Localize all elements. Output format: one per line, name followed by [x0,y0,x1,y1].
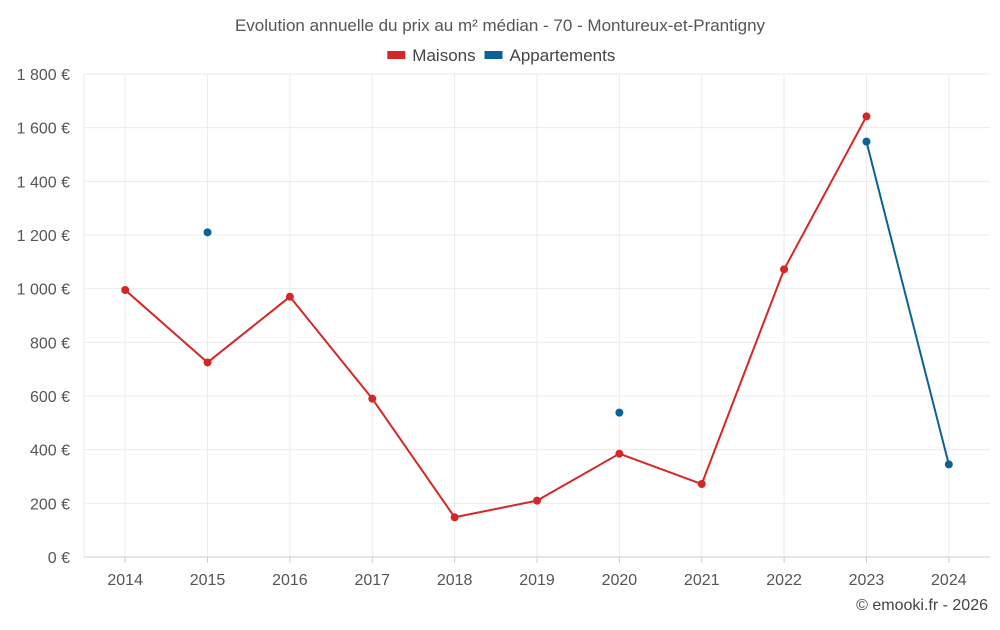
y-tick-label: 1 800 € [17,67,70,84]
y-tick-label: 400 € [30,443,70,460]
y-tick-label: 800 € [30,335,70,352]
legend: Maisons Appartements [387,46,615,65]
legend-item-maisons[interactable]: Maisons [387,46,476,65]
legend-label: Maisons [412,46,475,65]
credit-text: © emooki.fr - 2026 [856,597,988,614]
data-point-maisons [862,112,871,121]
y-tick-label: 0 € [48,550,70,567]
data-point-maisons [615,449,624,458]
y-tick-label: 1 600 € [17,121,70,138]
data-point-maisons [368,394,377,403]
data-point-appartements [862,137,871,146]
series-line-maisons [536,452,620,502]
series-layer [121,112,953,522]
data-point-maisons [285,292,294,301]
x-tick-label: 2023 [849,572,885,589]
y-tick-label: 1 000 € [17,282,70,299]
x-tick-label: 2020 [602,572,638,589]
x-tick-label: 2018 [437,572,473,589]
series-line-maisons [124,289,209,364]
data-point-maisons [121,286,130,295]
x-axis: 2014 2015 2016 2017 2018 2019 2020 2021 2022 2023… [107,557,967,589]
data-point-maisons [203,358,212,367]
series-line-maisons [371,398,456,518]
series-appartements [203,137,953,469]
data-point-maisons [780,265,789,274]
legend-swatch [387,51,406,59]
y-tick-label: 200 € [30,496,70,513]
legend-swatch [484,51,503,59]
y-tick-label: 1 200 € [17,228,70,245]
y-axis: 0 € 200 € 400 € 600 € 800 € 1 000 € 1 200 € 1 4… [17,67,70,567]
data-point-appartements [203,228,212,237]
x-tick-label: 2022 [766,572,802,589]
data-point-maisons [450,513,459,522]
series-line-maisons [454,499,538,519]
data-point-appartements [615,408,624,417]
data-point-appartements [944,460,953,469]
data-point-maisons [697,480,706,489]
series-line-maisons [289,296,374,400]
series-line-appartements [865,141,950,465]
legend-item-appartements[interactable]: Appartements [484,46,616,65]
grid [83,73,990,558]
series-maisons [121,112,871,522]
data-point-maisons [533,496,541,505]
series-line-maisons [783,115,868,270]
x-tick-label: 2015 [190,572,226,589]
series-line-maisons [619,452,703,485]
x-tick-label: 2021 [684,572,720,589]
x-tick-label: 2019 [519,572,555,589]
x-tick-label: 2017 [354,572,390,589]
x-tick-label: 2014 [107,572,143,589]
series-line-maisons [700,268,786,485]
y-tick-label: 600 € [30,389,70,406]
legend-label: Appartements [510,46,616,65]
x-tick-label: 2016 [272,572,308,589]
x-tick-label: 2024 [931,572,967,589]
series-line-maisons [206,295,291,364]
chart-title: Evolution annuelle du prix au m² médian … [235,16,766,35]
y-tick-label: 1 400 € [17,174,70,191]
